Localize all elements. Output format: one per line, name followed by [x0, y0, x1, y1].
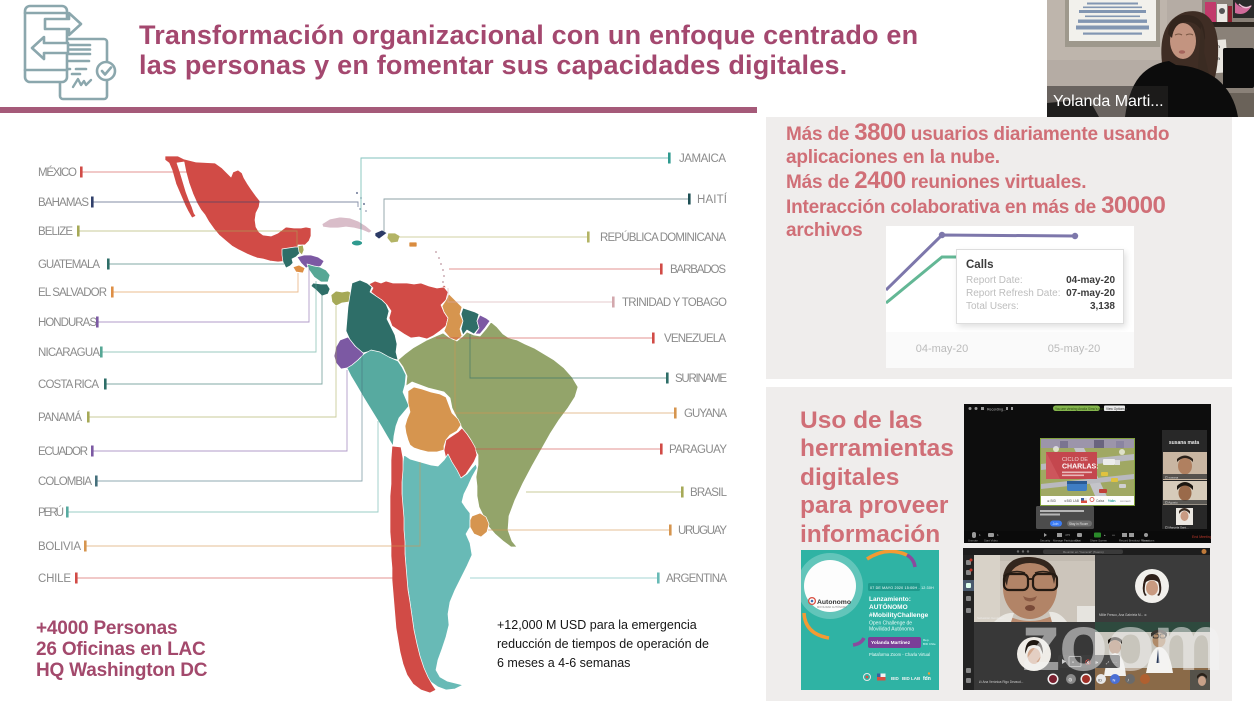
svg-text:Share Screen: Share Screen — [1090, 539, 1108, 543]
svg-text:⚁ Agusto: ⚁ Agusto — [1165, 501, 1178, 505]
svg-text:▴: ▴ — [1104, 533, 1106, 537]
svg-text:♪: ♪ — [1127, 678, 1130, 684]
svg-text:CHARLAS:: CHARLAS: — [1062, 464, 1099, 471]
svg-text:PARAGUAY: PARAGUAY — [669, 444, 727, 456]
svg-text:Chat: Chat — [1075, 539, 1081, 543]
svg-text:N: N — [1113, 678, 1116, 683]
svg-text:Autonomo: Autonomo — [817, 599, 851, 606]
svg-text:Millie Fresco, Ana Gabriela M.: Millie Fresco, Ana Gabriela M... ⊘ — [1099, 613, 1147, 617]
svg-text:VENEZUELA: VENEZUELA — [664, 333, 726, 345]
svg-text:COLOMBIA: COLOMBIA — [38, 476, 92, 488]
svg-text:Stay in Room: Stay in Room — [1069, 522, 1088, 526]
svg-text:ARGENTINA: ARGENTINA — [666, 573, 727, 585]
svg-text:Unmute: Unmute — [968, 539, 978, 543]
svg-text:⚁ Marcela Sant...: ⚁ Marcela Sant... — [1165, 526, 1189, 530]
svg-text:Open Challenge de: Open Challenge de — [869, 621, 912, 627]
svg-text:Rep.: Rep. — [923, 638, 930, 642]
svg-text:≋BID LAB: ≋BID LAB — [1064, 499, 1079, 503]
svg-text:Start Video: Start Video — [984, 539, 998, 543]
svg-text:🕪: 🕪 — [1095, 660, 1099, 666]
svg-text:PANAMÁ: PANAMÁ — [38, 411, 82, 424]
svg-text:EL SALVADOR: EL SALVADOR — [38, 287, 107, 299]
svg-text:BOLIVIA: BOLIVIA — [38, 541, 81, 553]
svg-text:▴: ▴ — [997, 533, 999, 537]
svg-text:BID: BID — [891, 676, 900, 681]
svg-text:Caixa: Caixa — [1096, 499, 1104, 503]
svg-text:Record Breakout Rooms: Record Breakout Rooms — [1119, 539, 1150, 543]
svg-text:BRASIL: BRASIL — [690, 487, 728, 499]
svg-text:⊕ BID: ⊕ BID — [1047, 499, 1057, 503]
svg-text:MÉXICO: MÉXICO — [38, 166, 77, 179]
svg-text:🔇: 🔇 — [1085, 659, 1091, 666]
svg-text:07 DE MAYO 2020 15:00H - 12:30: 07 DE MAYO 2020 15:00H - 12:30H — [870, 586, 934, 590]
svg-text:Sebastián Gonzalez...: Sebastián Gonzalez... — [977, 616, 1007, 620]
svg-text:GUYANA: GUYANA — [684, 408, 727, 420]
svg-text:AUTÓNOMO: AUTÓNOMO — [869, 602, 908, 611]
svg-text:BELIZE: BELIZE — [38, 226, 73, 238]
svg-text:⁞tdn: ⁞tdn — [1108, 498, 1116, 503]
svg-text:475: 475 — [1065, 533, 1070, 537]
svg-text:View Options ▾: View Options ▾ — [1106, 407, 1128, 411]
svg-text:Plataforma Zoom - Charla Vir: Plataforma Zoom - Charla Virtual — [869, 652, 930, 657]
svg-text:REPÚBLICA DOMINICANA: REPÚBLICA DOMINICANA — [600, 231, 726, 244]
svg-text:CHILE: CHILE — [38, 573, 71, 585]
svg-text:Yolanda Martínez: Yolanda Martínez — [871, 640, 911, 646]
svg-text:⏸: ⏸ — [1072, 660, 1074, 665]
svg-text:GUATEMALA: GUATEMALA — [38, 259, 100, 271]
svg-text:susana mata: susana mata — [1169, 440, 1200, 446]
svg-text:TRINIDAD Y TOBAGO: TRINIDAD Y TOBAGO — [622, 297, 727, 309]
svg-text:⚁ susana: ⚁ susana — [1165, 476, 1178, 480]
svg-text:⋯: ⋯ — [1113, 660, 1117, 665]
svg-text:BAHAMAS: BAHAMAS — [38, 197, 89, 209]
svg-text:#MobilityChallenge: #MobilityChallenge — [869, 612, 929, 619]
svg-text:Manage Participants: Manage Participants — [1053, 539, 1079, 543]
svg-text:End Meeting: End Meeting — [1192, 535, 1211, 539]
svg-text:05-may-20: 05-may-20 — [1048, 343, 1101, 355]
svg-text:COSTA RICA: COSTA RICA — [38, 379, 99, 391]
svg-text:ID: ID — [1098, 678, 1102, 683]
svg-text:▴: ▴ — [979, 533, 981, 537]
svg-text:BID LAB: BID LAB — [902, 676, 921, 681]
svg-text:Join: Join — [1053, 522, 1059, 526]
svg-text:ECUADOR: ECUADOR — [38, 446, 88, 458]
svg-text:PERÚ: PERÚ — [38, 506, 64, 519]
svg-text:connect: connect — [1120, 499, 1131, 503]
svg-text:MOVILIDAD AUTÓNOMA: MOVILIDAD AUTÓNOMA — [817, 604, 847, 609]
svg-text:HONDURAS: HONDURAS — [38, 317, 97, 329]
svg-text:BID Chile: BID Chile — [923, 642, 936, 646]
svg-text:SURINAME: SURINAME — [675, 373, 727, 385]
svg-text:HAITÍ: HAITÍ — [697, 193, 728, 206]
svg-text:⚙: ⚙ — [1068, 678, 1073, 684]
svg-text:NICARAGUA: NICARAGUA — [38, 347, 100, 359]
svg-text:⚁ Ana Verónica Rigo Devaud...: ⚁ Ana Verónica Rigo Devaud... — [979, 680, 1024, 684]
svg-text:Recording...: Recording... — [987, 408, 1006, 412]
svg-text:fdn: fdn — [923, 676, 931, 682]
svg-text:BARBADOS: BARBADOS — [670, 264, 726, 276]
svg-text:You are viewing Analía Simo's: You are viewing Analía Simo's screen — [1055, 407, 1108, 411]
svg-text:URUGUAY: URUGUAY — [678, 525, 727, 537]
svg-text:Reunión en "General" (Teams): Reunión en "General" (Teams) — [1063, 550, 1104, 554]
svg-text:Lanzamiento:: Lanzamiento: — [869, 596, 911, 603]
svg-text:•••: ••• — [1112, 533, 1115, 537]
svg-text:Reactions: Reactions — [1142, 539, 1155, 543]
svg-text:Movilidad Autónoma: Movilidad Autónoma — [869, 627, 914, 633]
svg-text:⤢: ⤢ — [1106, 660, 1110, 665]
svg-text:04-may-20: 04-may-20 — [916, 343, 969, 355]
svg-text:JAMAICA: JAMAICA — [679, 153, 726, 165]
svg-text:CICLO DE: CICLO DE — [1062, 457, 1088, 463]
svg-text:Security: Security — [1040, 539, 1051, 543]
